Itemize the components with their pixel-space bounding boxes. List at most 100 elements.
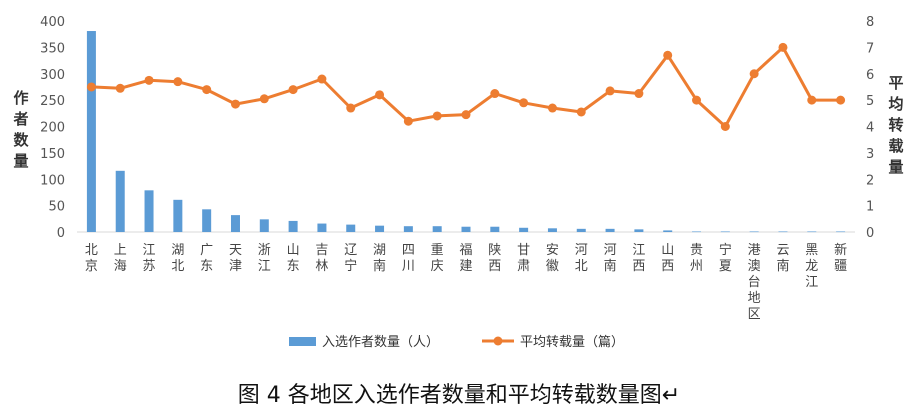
line-point [403, 116, 413, 126]
bar [836, 231, 846, 233]
category-label: 河北 [575, 243, 588, 274]
category-label: 甘肃 [517, 243, 530, 274]
line-point [663, 50, 673, 60]
category-label: 江西 [632, 243, 645, 274]
category-label: 吉林 [315, 243, 328, 274]
bar [259, 219, 269, 232]
line-series [86, 42, 846, 131]
left-tick-label: 300 [40, 68, 65, 83]
line-point [288, 85, 298, 95]
bar [144, 190, 154, 232]
category-label: 陕西 [488, 243, 501, 274]
bar [230, 215, 240, 232]
y2-axis-title: 平均转载量 [888, 74, 903, 176]
bar [720, 231, 730, 233]
line-point [807, 95, 817, 105]
bar [490, 226, 500, 232]
line-point [634, 89, 644, 99]
category-label: 山东 [287, 243, 300, 274]
line-point [375, 90, 385, 100]
bar [807, 231, 817, 233]
left-tick-label: 150 [40, 147, 65, 162]
category-label: 湖南 [373, 243, 386, 274]
left-tick-label: 400 [40, 15, 65, 30]
bar [375, 225, 385, 232]
bar [346, 224, 356, 232]
line-point [720, 122, 730, 131]
bar [432, 226, 442, 232]
legend: 入选作者数量（人） 平均转载量（篇） [289, 335, 624, 350]
line-point [749, 69, 759, 79]
category-label: 福建 [459, 243, 472, 274]
right-tick-label: 4 [866, 121, 874, 136]
left-tick-label: 0 [57, 226, 65, 241]
left-tick-label: 350 [40, 41, 65, 56]
category-label: 北京 [85, 243, 98, 274]
right-tick-label: 2 [866, 173, 874, 188]
right-y-axis: 0 1 2 3 4 5 6 7 8 [866, 15, 874, 241]
category-label: 浙江 [258, 243, 271, 274]
category-label: 辽宁 [344, 243, 357, 274]
bar [519, 227, 529, 232]
line-point [259, 94, 269, 104]
bar [173, 199, 183, 232]
right-tick-label: 7 [866, 41, 874, 56]
bar [115, 170, 125, 232]
bar [576, 228, 586, 232]
right-tick-label: 3 [866, 147, 874, 162]
y-axis-title: 作者数量 [13, 89, 29, 170]
category-label: 山西 [661, 243, 674, 274]
left-tick-label: 200 [40, 121, 65, 136]
left-y-axis: 0 50 100 150 200 250 300 350 400 [40, 15, 65, 241]
legend-bar-label: 入选作者数量（人） [322, 335, 439, 350]
line-point [605, 86, 615, 96]
y-axis-title-text: 作者数量 [13, 89, 29, 170]
bar [403, 226, 413, 232]
line-point [778, 42, 788, 52]
line-point [461, 110, 471, 120]
bar [86, 31, 96, 233]
category-label: 云南 [776, 243, 789, 274]
right-tick-label: 8 [866, 15, 874, 30]
bar [778, 231, 788, 233]
right-tick-label: 1 [866, 200, 874, 215]
category-label: 宁夏 [719, 242, 732, 274]
line-point [317, 74, 327, 84]
line-point [86, 82, 96, 92]
category-label: 湖北 [171, 243, 184, 274]
figure-caption: 图 4 各地区入选作者数量和平均转载数量图↵ [238, 383, 680, 408]
line-point [692, 95, 702, 105]
line-point [173, 77, 183, 87]
line-point [202, 85, 212, 95]
bar [663, 230, 673, 232]
bar [288, 220, 298, 232]
right-tick-label: 0 [866, 226, 874, 241]
bar [317, 223, 327, 232]
y2-axis-title-text: 平均转载量 [888, 74, 903, 176]
bar-series [86, 31, 846, 233]
category-label: 四川 [402, 243, 415, 274]
line-point [519, 98, 529, 108]
bar [605, 228, 615, 232]
bar [692, 231, 702, 233]
category-label: 河南 [604, 243, 617, 274]
category-labels: 北京上海江苏湖北广东天津浙江山东吉林辽宁湖南四川重庆福建陕西甘肃安徽河北河南江西… [85, 242, 847, 322]
category-label: 贵州 [690, 243, 703, 274]
category-label: 上海 [114, 243, 127, 274]
bar [634, 229, 644, 232]
category-label: 港澳台地区 [748, 243, 761, 322]
right-tick-label: 5 [866, 94, 874, 109]
category-label: 黑龙江 [805, 243, 818, 290]
line-point [432, 111, 442, 121]
right-tick-label: 6 [866, 68, 874, 83]
line-point [115, 83, 125, 93]
bar [202, 209, 212, 232]
line-point [836, 95, 846, 105]
line-point [346, 103, 356, 113]
left-tick-label: 100 [40, 173, 65, 188]
legend-line-label: 平均转载量（篇） [520, 335, 624, 350]
category-label: 天津 [229, 243, 242, 274]
legend-line-marker [493, 336, 503, 346]
left-tick-label: 50 [48, 200, 65, 215]
